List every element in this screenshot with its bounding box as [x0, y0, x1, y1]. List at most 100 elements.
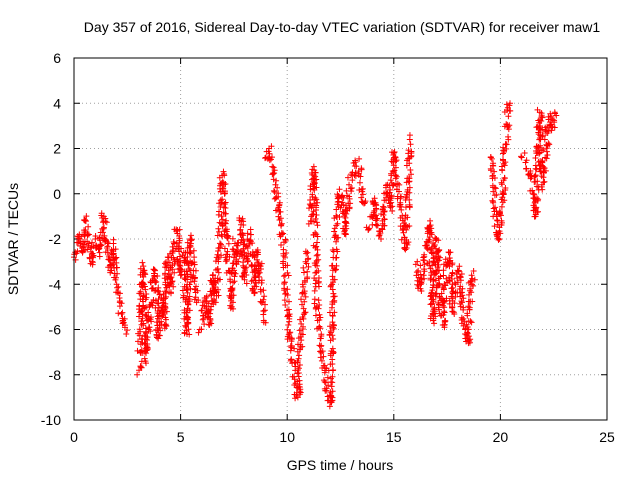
- data-point: [320, 353, 327, 360]
- data-point-fill: [229, 285, 236, 292]
- data-point-fill: [404, 214, 411, 221]
- axes: 0 5 10 15 20 25 -10 -8 -6 -4 -2 0 2 4 6: [41, 50, 615, 445]
- data-points: [71, 100, 560, 410]
- data-point-fill: [389, 208, 396, 215]
- data-point-fill: [377, 230, 384, 237]
- data-point-fill: [467, 278, 474, 285]
- data-point-fill: [543, 155, 550, 162]
- y-tick-label: 0: [53, 186, 61, 202]
- data-point-fill: [405, 178, 412, 185]
- data-point-fill: [186, 281, 193, 288]
- data-point-fill: [465, 298, 472, 305]
- data-point-fill: [327, 389, 334, 396]
- data-point-fill: [284, 262, 291, 269]
- data-point-fill: [464, 330, 471, 337]
- data-point-fill: [346, 193, 353, 200]
- data-point-fill: [489, 175, 496, 182]
- data-point-fill: [218, 252, 225, 259]
- data-point-fill: [205, 300, 212, 307]
- data-point-fill: [540, 146, 547, 153]
- data-point-fill: [431, 242, 438, 249]
- data-point: [496, 236, 503, 242]
- data-point-fill: [325, 382, 332, 389]
- data-point-fill: [531, 173, 538, 180]
- data-point-fill: [282, 291, 289, 298]
- data-point: [193, 299, 200, 306]
- data-point-fill: [142, 360, 149, 367]
- data-point-fill: [313, 269, 320, 276]
- data-point-fill: [281, 279, 288, 286]
- data-point: [326, 403, 333, 410]
- data-point-fill: [314, 222, 321, 229]
- data-point-fill: [386, 200, 393, 207]
- data-point-fill: [80, 243, 87, 250]
- data-point-fill: [321, 378, 328, 385]
- data-point-fill: [547, 122, 554, 129]
- data-point-fill: [373, 202, 380, 209]
- data-point-fill: [343, 225, 350, 232]
- data-point: [518, 154, 525, 161]
- data-point-fill: [330, 321, 337, 328]
- data-point-fill: [313, 219, 320, 226]
- data-point-fill: [162, 270, 169, 277]
- data-point-fill: [417, 262, 424, 269]
- data-point-fill: [244, 230, 251, 237]
- data-point-fill: [284, 286, 291, 293]
- data-point-fill: [235, 246, 242, 253]
- data-point-fill: [222, 204, 229, 211]
- data-point-fill: [162, 295, 169, 302]
- data-point-fill: [210, 296, 217, 303]
- data-point-fill: [215, 286, 222, 293]
- data-point-fill: [313, 258, 320, 265]
- data-point-fill: [296, 327, 303, 334]
- data-point-fill: [334, 248, 341, 255]
- data-point-fill: [544, 151, 551, 158]
- data-point-fill: [500, 160, 507, 167]
- data-point-fill: [330, 279, 337, 286]
- data-point: [492, 204, 499, 211]
- data-point-fill: [334, 191, 341, 198]
- data-point: [155, 335, 162, 342]
- data-point-fill: [525, 171, 532, 178]
- data-point-fill: [428, 225, 435, 232]
- data-point-fill: [96, 243, 103, 250]
- data-point-fill: [464, 324, 471, 331]
- data-point-fill: [435, 261, 442, 268]
- data-point-fill: [298, 320, 305, 327]
- data-point-fill: [251, 289, 258, 296]
- data-point-fill: [280, 230, 287, 237]
- data-point-fill: [220, 209, 227, 216]
- data-point-fill: [490, 199, 497, 206]
- data-point-fill: [103, 219, 110, 226]
- data-point: [406, 136, 413, 143]
- data-point-fill: [143, 344, 150, 351]
- data-point-fill: [394, 180, 401, 187]
- data-point-fill: [431, 269, 438, 276]
- data-point: [96, 249, 103, 256]
- data-point-fill: [343, 220, 350, 227]
- data-point-fill: [292, 395, 299, 402]
- data-point-fill: [302, 293, 309, 300]
- data-point-fill: [270, 170, 277, 177]
- data-point-fill: [533, 124, 540, 131]
- data-point-fill: [239, 215, 246, 222]
- data-point-fill: [257, 286, 264, 293]
- data-point-fill: [104, 249, 111, 256]
- data-point-fill: [311, 172, 318, 179]
- data-point-fill: [249, 286, 256, 293]
- data-point-fill: [247, 231, 254, 238]
- data-point-fill: [312, 312, 319, 319]
- data-point-fill: [440, 302, 447, 309]
- y-tick-label: -8: [49, 367, 62, 383]
- data-point-fill: [99, 229, 106, 236]
- data-point-fill: [356, 179, 363, 186]
- data-point: [504, 104, 511, 111]
- data-point-fill: [401, 234, 408, 241]
- data-point-fill: [468, 289, 475, 296]
- data-point-fill: [505, 113, 512, 120]
- data-point-fill: [329, 246, 336, 253]
- data-point-fill: [275, 193, 282, 200]
- data-point-fill: [169, 243, 176, 250]
- data-point-fill: [387, 186, 394, 193]
- data-point-fill: [388, 180, 395, 187]
